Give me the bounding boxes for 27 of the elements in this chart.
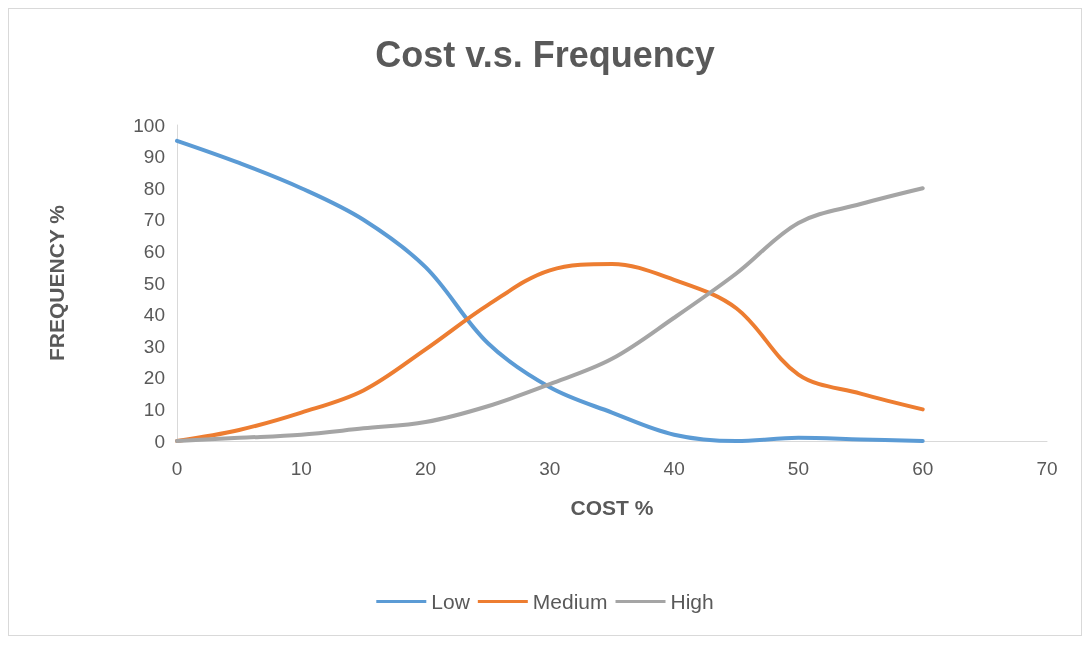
x-tick-label: 50 [787,458,809,479]
line-series [175,138,925,443]
y-tick-label: 40 [143,304,165,326]
y-tick-label: 60 [143,240,165,262]
y-tick-label: 20 [143,367,165,389]
y-tick-label: 50 [143,272,165,294]
line-series [175,186,925,443]
x-tick-label: 20 [415,458,437,479]
legend-label: High [670,590,714,613]
y-tick-label: 10 [143,398,165,420]
y-tick-label: 30 [143,335,165,357]
y-tick-label: 100 [133,114,165,136]
legend-label: Low [431,590,471,613]
y-tick-label: 0 [154,430,165,452]
chart-title: Cost v.s. Frequency [375,33,715,75]
legend-label: Medium [532,590,608,613]
x-tick-label: 70 [1036,458,1058,479]
y-tick-label: 80 [143,177,165,199]
x-tick-label: 40 [663,458,685,479]
x-tick-label: 10 [290,458,312,479]
y-axis-title: FREQUENCY % [45,204,68,361]
x-tick-label: 30 [539,458,561,479]
x-axis-title: COST % [570,496,654,519]
y-tick-label: 90 [143,146,165,168]
x-tick-label: 60 [912,458,934,479]
x-tick-label: 0 [171,458,183,479]
y-tick-label: 70 [143,209,165,231]
